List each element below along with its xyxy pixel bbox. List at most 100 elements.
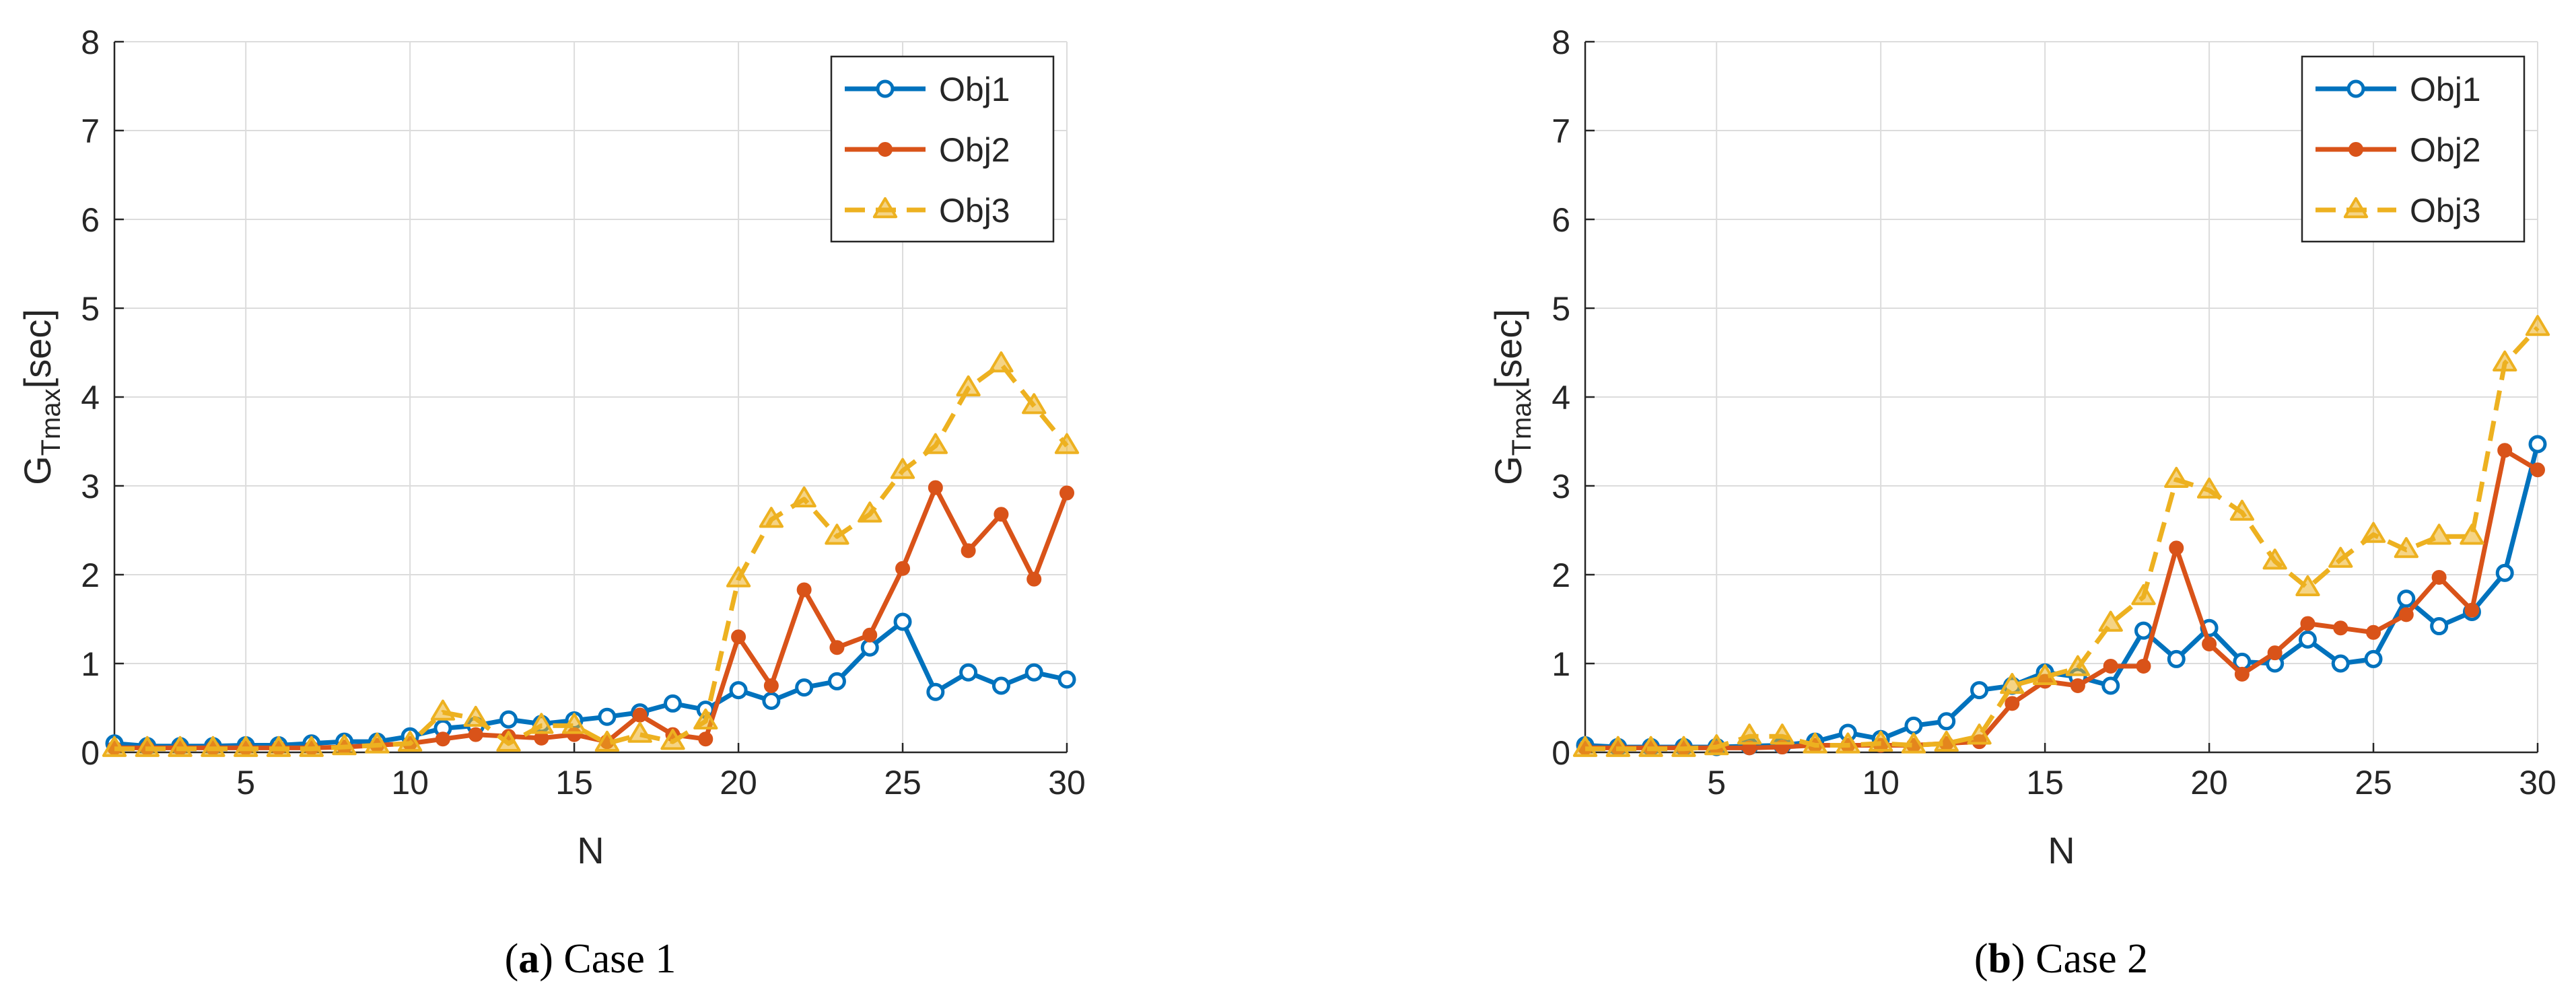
data-point-obj3 <box>693 708 718 729</box>
x-axis-label: N <box>2048 829 2075 871</box>
data-point-obj3 <box>430 699 456 721</box>
data-point-obj3 <box>825 524 849 545</box>
data-point-obj3 <box>2493 350 2517 372</box>
data-point-obj3 <box>2328 546 2353 568</box>
y-tick-label: 4 <box>1552 379 1570 417</box>
y-tick-label: 7 <box>81 112 100 150</box>
data-point-obj2 <box>796 582 812 598</box>
data-point-obj2 <box>2333 620 2348 636</box>
y-tick-label: 6 <box>1552 201 1570 239</box>
x-tick-label: 20 <box>720 764 757 801</box>
data-point-obj3 <box>660 729 685 750</box>
caption-paren-close: ) <box>539 936 553 982</box>
data-point-obj2 <box>961 543 976 559</box>
y-tick-label: 3 <box>81 468 100 505</box>
y-axis-label-main: G <box>16 456 59 485</box>
data-point-obj2 <box>2497 443 2513 458</box>
data-point-obj1 <box>893 612 912 631</box>
x-axis-label: N <box>577 829 604 871</box>
data-point-obj2 <box>2464 602 2480 618</box>
data-point-obj3 <box>1868 730 1893 752</box>
data-point-obj3 <box>2131 584 2156 606</box>
data-point-obj3 <box>759 507 784 528</box>
legend-label: Obj2 <box>939 131 1010 169</box>
y-tick-label: 5 <box>1552 290 1570 328</box>
data-point-obj1 <box>2397 589 2416 608</box>
data-point-obj3 <box>2164 466 2189 488</box>
legend-swatch-marker <box>872 197 898 219</box>
data-point-obj3 <box>496 730 521 752</box>
data-point-obj2 <box>862 627 878 643</box>
y-tick-label: 2 <box>1552 557 1570 594</box>
data-point-obj1 <box>991 676 1010 695</box>
y-tick-label: 1 <box>81 645 100 683</box>
panel-caption: (b) Case 2 <box>1974 936 2148 982</box>
y-axis-label-main: G <box>1487 456 1529 485</box>
y-axis-label-subscript: Tmax <box>36 388 66 456</box>
data-point-obj3 <box>201 736 225 757</box>
data-point-obj3 <box>397 730 423 752</box>
data-point-obj3 <box>1054 433 1080 454</box>
data-point-obj2 <box>928 480 943 495</box>
data-point-obj3 <box>135 736 160 757</box>
y-tick-label: 1 <box>1552 645 1570 683</box>
data-point-obj2 <box>2136 658 2151 674</box>
data-point-obj2 <box>435 731 450 747</box>
data-point-obj3 <box>2394 537 2418 559</box>
data-point-obj3 <box>2361 522 2386 543</box>
data-point-obj3 <box>792 486 816 507</box>
data-point-obj3 <box>858 501 882 523</box>
data-point-obj2 <box>632 707 648 723</box>
chart-panel-b: 5 10 15 20 25 30012345678NGTmax[sec]Obj1Obj2O… <box>1487 24 2556 982</box>
data-point-obj3 <box>332 734 357 756</box>
y-axis-label-unit: [sec] <box>1487 309 1529 388</box>
data-point-obj1 <box>2364 649 2383 668</box>
data-point-obj1 <box>926 682 945 701</box>
data-point-obj1 <box>2528 435 2547 454</box>
data-point-obj1 <box>1057 670 1076 689</box>
data-point-obj1 <box>2298 630 2317 649</box>
data-point-obj2 <box>2267 645 2283 661</box>
data-point-obj3 <box>594 730 620 752</box>
data-point-obj3 <box>299 736 324 757</box>
legend: Obj1 Obj2 Obj3 <box>830 55 1055 243</box>
data-point-obj3 <box>1704 734 1729 756</box>
data-point-obj3 <box>561 713 587 734</box>
data-point-obj1 <box>729 681 748 700</box>
data-point-obj2 <box>2300 616 2316 631</box>
legend-swatch-marker <box>876 79 895 98</box>
data-point-obj1 <box>1970 681 1989 700</box>
y-axis-label: GTmax[sec] <box>1487 309 1537 485</box>
data-point-obj3 <box>2000 673 2025 694</box>
data-point-obj3 <box>2427 524 2451 545</box>
data-point-obj2 <box>1059 485 1074 501</box>
data-point-obj3 <box>463 705 488 727</box>
series-obj3 <box>102 351 1080 757</box>
data-point-obj3 <box>266 736 291 757</box>
data-point-obj2 <box>763 678 779 693</box>
data-point-obj3 <box>1638 736 1663 757</box>
data-point-obj3 <box>2229 499 2255 521</box>
data-point-obj3 <box>1737 723 1762 745</box>
y-tick-label: 8 <box>1552 24 1570 61</box>
y-axis-label-subscript: Tmax <box>1507 388 1537 456</box>
data-point-obj3 <box>529 713 554 734</box>
data-point-obj2 <box>2070 678 2085 693</box>
legend-swatch-marker <box>2346 79 2365 98</box>
legend-label: Obj3 <box>2410 192 2481 229</box>
data-point-obj3 <box>1572 736 1598 757</box>
y-tick-label: 5 <box>81 290 100 328</box>
data-point-obj3 <box>890 458 915 479</box>
caption-paren-close: ) <box>2011 936 2025 982</box>
data-point-obj3 <box>1901 732 1926 754</box>
data-point-obj3 <box>1934 730 1959 752</box>
data-point-obj3 <box>1671 736 1696 757</box>
data-point-obj2 <box>2431 569 2447 585</box>
data-point-obj2 <box>2366 624 2381 640</box>
x-tick-label: 15 <box>555 764 593 801</box>
data-point-obj3 <box>2525 315 2550 336</box>
data-point-obj3 <box>365 732 390 754</box>
data-point-obj1 <box>959 663 978 682</box>
data-point-obj3 <box>2032 664 2058 685</box>
y-tick-label: 3 <box>1552 468 1570 505</box>
